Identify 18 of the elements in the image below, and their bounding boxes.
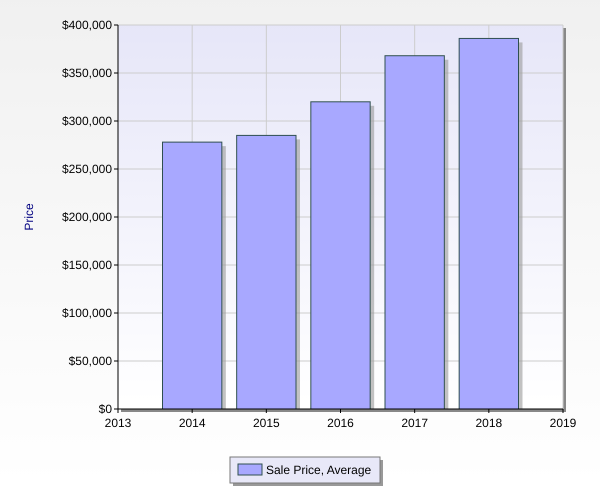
x-tick-label: 2018 <box>475 416 503 430</box>
y-tick-label: $150,000 <box>62 258 112 272</box>
y-axis-title: Price <box>22 203 36 231</box>
x-tick-label: 2013 <box>104 416 132 430</box>
y-tick-label: $0 <box>98 402 112 416</box>
y-tick-label: $350,000 <box>62 66 112 80</box>
x-tick-label: 2016 <box>327 416 354 430</box>
y-tick-label: $400,000 <box>62 18 112 32</box>
x-tick-label: 2015 <box>252 416 280 430</box>
y-tick-label: $200,000 <box>62 210 112 224</box>
y-tick-label: $300,000 <box>62 114 112 128</box>
y-tick-label: $100,000 <box>62 306 112 320</box>
x-tick-label: 2019 <box>550 416 577 430</box>
y-tick-label: $250,000 <box>62 162 112 176</box>
y-tick-label: $50,000 <box>68 354 112 368</box>
x-tick-label: 2017 <box>401 416 428 430</box>
legend-label: Sale Price, Average <box>266 463 372 477</box>
x-tick-label: 2014 <box>178 416 206 430</box>
